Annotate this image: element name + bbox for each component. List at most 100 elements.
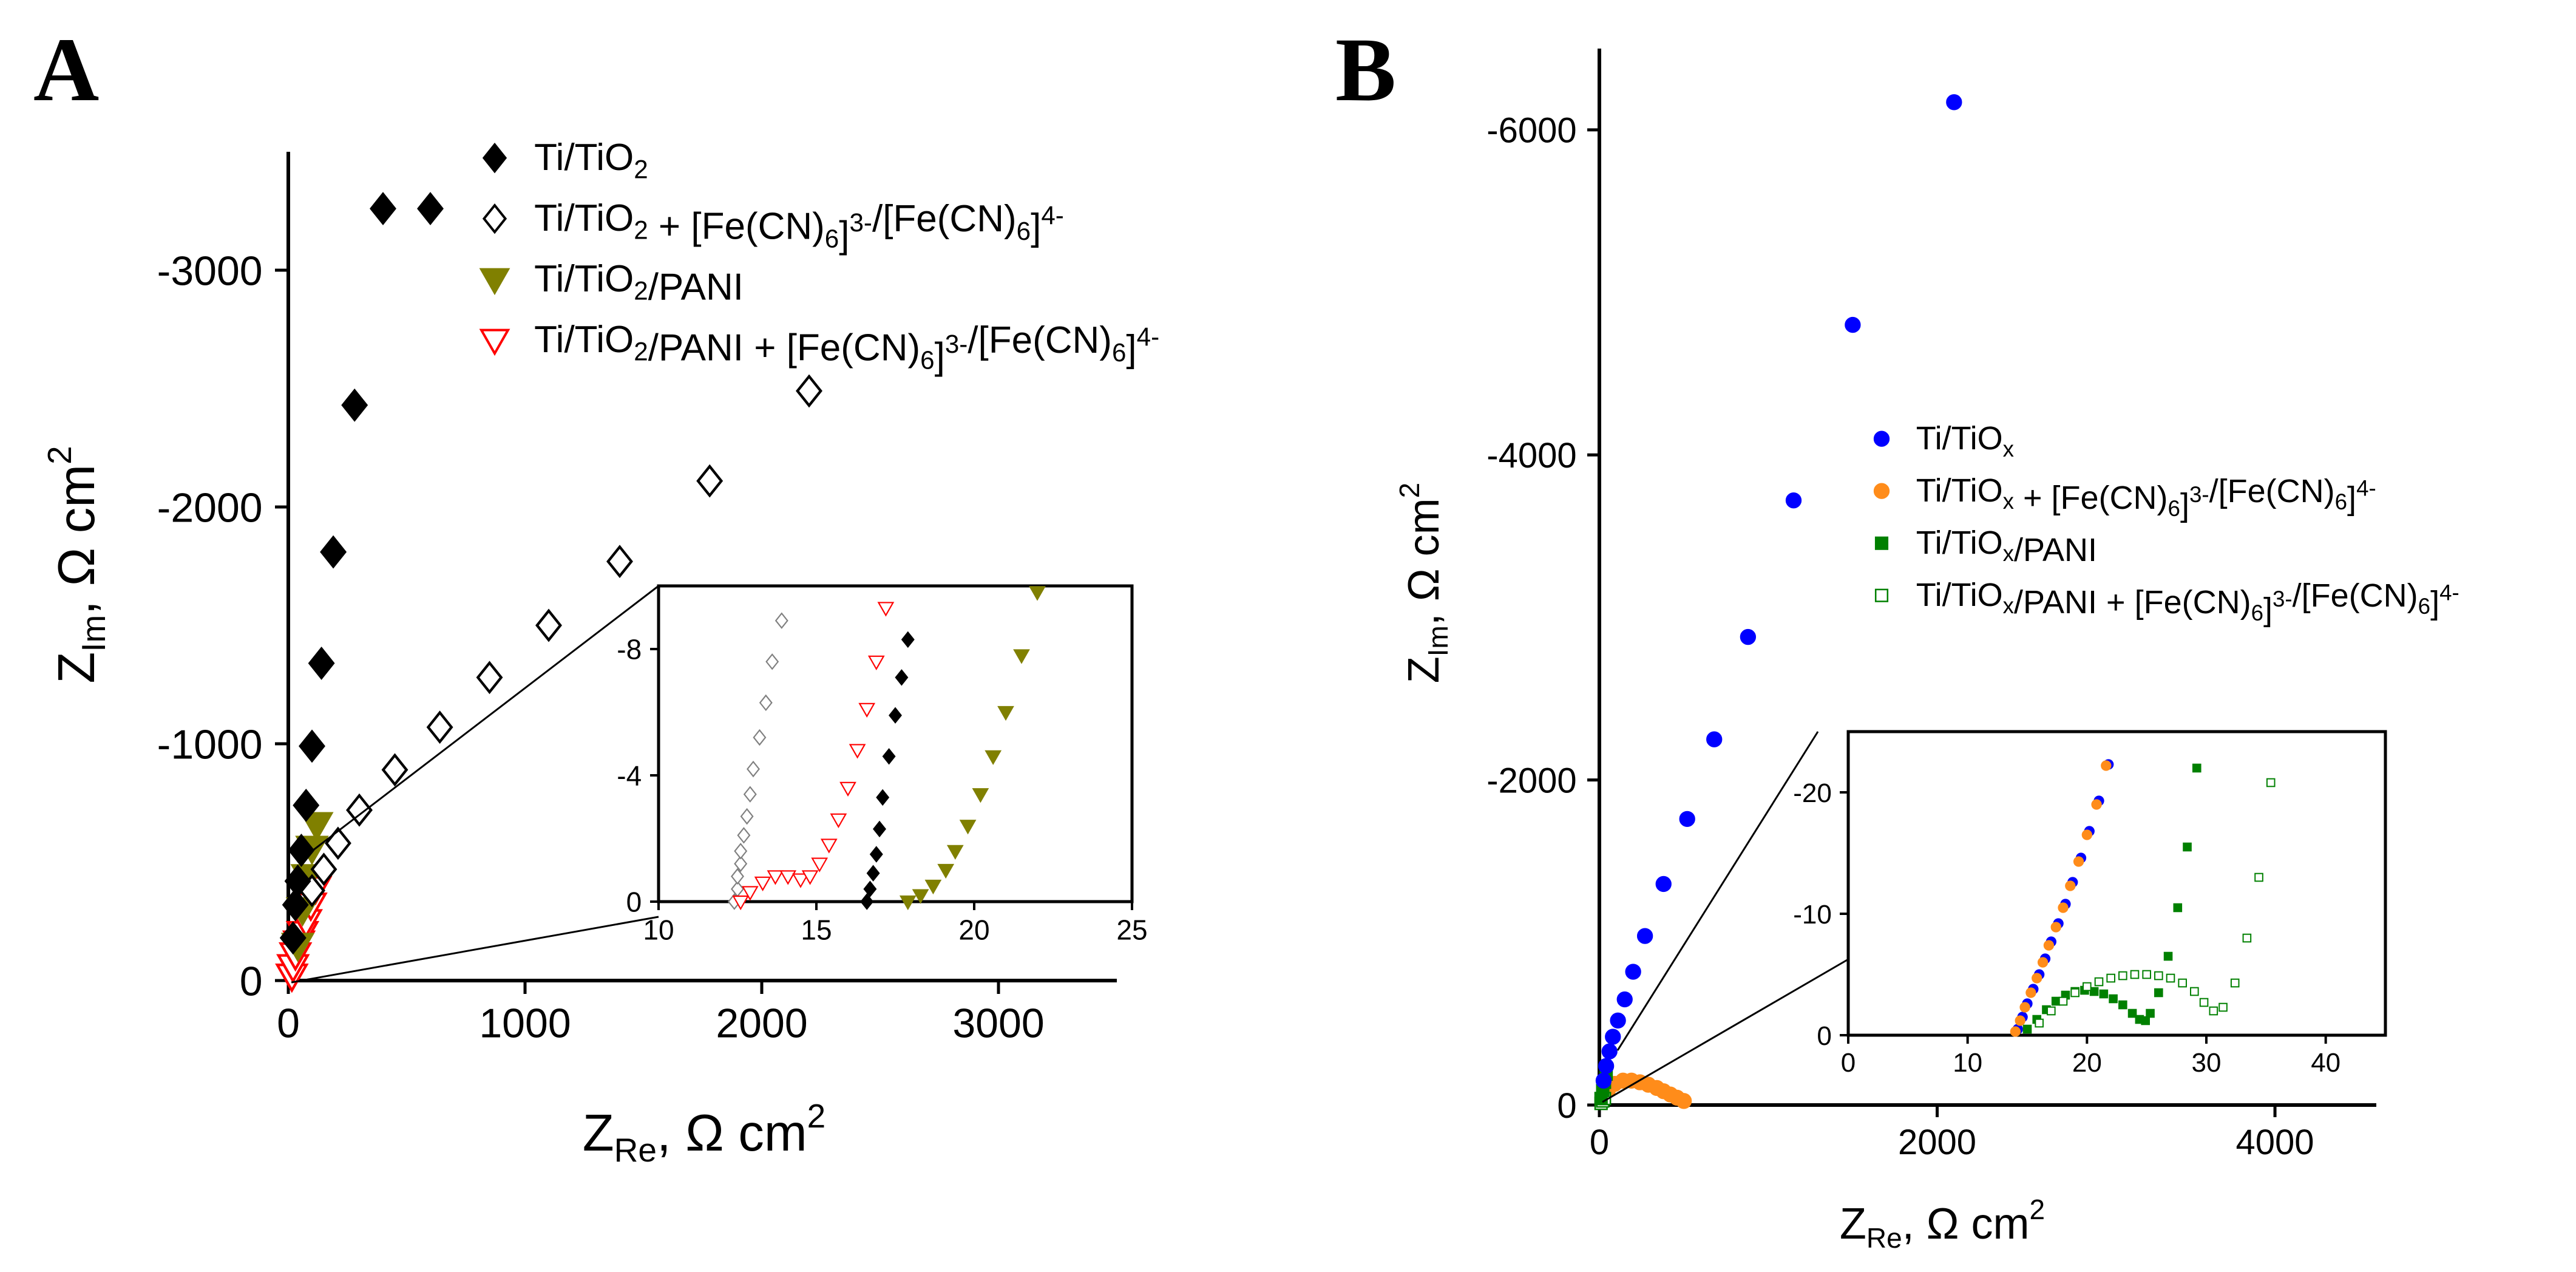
panel-a-inset-point bbox=[767, 870, 784, 885]
panel-a-legend-label: Ti/TiO2 bbox=[534, 137, 648, 184]
panel-b-inset-point bbox=[2089, 987, 2099, 996]
panel-b-inset-point bbox=[2081, 829, 2092, 840]
panel-a-series-ti-tio2 bbox=[279, 192, 444, 955]
panel-b-inset-x-tick-label: 30 bbox=[2192, 1048, 2222, 1078]
panel-b-zoom-line-upper bbox=[1616, 731, 1819, 1051]
panel-b-inset-point bbox=[2050, 922, 2061, 933]
panel-a-inset-point bbox=[1013, 649, 1030, 664]
panel-a-inset-point bbox=[743, 786, 757, 803]
panel-a-x-tick-label: 0 bbox=[277, 1000, 300, 1046]
panel-a-inset-y-tick-label: 0 bbox=[626, 886, 642, 918]
panel-a-inset-point bbox=[830, 813, 847, 828]
panel-a-point bbox=[346, 793, 373, 827]
panel-b-inset-point bbox=[2109, 994, 2118, 1004]
panel-b-inset-point bbox=[2254, 872, 2263, 882]
panel-b-inset-ticks: 0 10 20 30 40 0 -10 -20 bbox=[1793, 778, 2340, 1078]
panel-a-point bbox=[320, 535, 347, 569]
panel-b-legend-label: Ti/TiOx/PANI + [Fe(CN)6]3-/[Fe(CN)6]4- bbox=[1916, 577, 2459, 628]
panel-a-inset-point bbox=[863, 880, 877, 897]
panel-b-inset-point bbox=[2094, 977, 2104, 987]
panel-a-y-ticks: 0 -1000 -2000 -3000 bbox=[157, 248, 288, 1004]
panel-a-y-axis-title: ZIm, Ω cm2 bbox=[41, 446, 112, 683]
panel-a-inset-point bbox=[889, 707, 902, 724]
panel-b-inset-point bbox=[2019, 1002, 2030, 1013]
panel-a-inset-point bbox=[895, 669, 909, 686]
panel-a-legend-marker bbox=[479, 328, 510, 356]
panel-a-inset-x-tick-label: 15 bbox=[801, 914, 832, 945]
panel-b-point bbox=[1601, 1043, 1618, 1059]
panel-b-y-axis-title: ZIm, Ω cm2 bbox=[1394, 483, 1454, 684]
panel-b-zoom-line-lower bbox=[1602, 958, 1849, 1103]
panel-b-inset-x-tick-label: 20 bbox=[2072, 1048, 2102, 1078]
panel-b-inset-point bbox=[2266, 778, 2276, 787]
panel-a-legend-label: Ti/TiO2/PANI + [Fe(CN)6]3-/[Fe(CN)6]4- bbox=[534, 319, 1159, 377]
panel-a-inset-point bbox=[869, 846, 883, 863]
panel-b-inset-point bbox=[2146, 1008, 2155, 1018]
panel-a-y-tick-label: -2000 bbox=[157, 485, 263, 531]
panel-a-point bbox=[288, 834, 315, 867]
panel-b-inset-point bbox=[2154, 971, 2163, 981]
panel-b-series-ti-tiox bbox=[1595, 94, 1962, 1089]
panel-b-point bbox=[1598, 1058, 1615, 1074]
panel-a-point bbox=[324, 826, 351, 860]
panel-b-inset-point bbox=[2230, 978, 2240, 988]
panel-a-inset-point bbox=[867, 655, 885, 670]
panel-b-point bbox=[1610, 1012, 1626, 1029]
panel-b-inset-point bbox=[2199, 998, 2209, 1007]
panel-b-legend-label: Ti/TiOx + [Fe(CN)6]3-/[Fe(CN)6]4- bbox=[1916, 472, 2376, 523]
panel-b-inset-series-ti-tiox-pani-fe-cn-6-3-fe-cn-6-4 bbox=[2035, 778, 2276, 1028]
panel-a-inset-x-tick-label: 20 bbox=[958, 914, 989, 945]
panel-b-inset-point bbox=[2058, 902, 2069, 913]
panel-b-x-tick-label: 2000 bbox=[1898, 1123, 1976, 1162]
panel-b-inset-point bbox=[2043, 940, 2055, 951]
panel-a-inset-point bbox=[858, 702, 876, 718]
panel-a-inset-point bbox=[737, 827, 751, 844]
panel-b-inset-point bbox=[2010, 1026, 2021, 1037]
panel-a-point bbox=[341, 388, 368, 422]
panel-b-legend-marker bbox=[1874, 536, 1889, 550]
panel-a-inset-point bbox=[741, 886, 759, 901]
panel-a-inset-ticks: 10 15 20 25 0 -4 -8 bbox=[617, 634, 1147, 946]
panel-b-inset-y-tick-label: -10 bbox=[1793, 900, 1832, 930]
panel-b-legend-marker bbox=[1873, 483, 1890, 499]
panel-a-point bbox=[300, 812, 334, 842]
panel-a-legend-label: Ti/TiO2 + [Fe(CN)6]3-/[Fe(CN)6]4- bbox=[534, 197, 1064, 256]
panel-a-point bbox=[284, 864, 311, 898]
panel-a-inset-point bbox=[765, 653, 779, 670]
panel-a-point bbox=[381, 753, 408, 787]
panel-b-inset-y-tick-label: -20 bbox=[1793, 778, 1832, 808]
panel-b-inset: 0 10 20 30 40 0 -10 -20 bbox=[1793, 730, 2387, 1078]
panel-b-inset-point bbox=[2015, 1015, 2025, 1026]
panel-a-point bbox=[535, 608, 562, 642]
panel-a-inset-point bbox=[985, 750, 1002, 765]
panel-b-y-tick-label: 0 bbox=[1557, 1086, 1576, 1126]
panel-b-label: B bbox=[1335, 19, 1396, 120]
panel-a-inset-point bbox=[774, 612, 788, 629]
panel-a-inset-point bbox=[912, 889, 929, 904]
panel-b-inset-point bbox=[2178, 978, 2187, 988]
panel-b-point bbox=[1636, 928, 1653, 944]
panel-b-inset-point bbox=[2142, 970, 2151, 979]
panel-a-y-tick-label: -3000 bbox=[157, 248, 263, 294]
panel-b-inset-x-tick-label: 40 bbox=[2311, 1048, 2340, 1078]
panel-b-point bbox=[1655, 876, 1672, 893]
panel-b-inset-point bbox=[2163, 951, 2173, 961]
panel-b-inset-point bbox=[2106, 973, 2115, 983]
panel-b-inset-point bbox=[2099, 989, 2109, 999]
panel-b-inset-point bbox=[2141, 1016, 2150, 1025]
panel-a-inset-point bbox=[1029, 586, 1046, 601]
panel-a-inset-x-tick-label: 25 bbox=[1116, 914, 1147, 945]
panel-a-inset-point bbox=[873, 820, 886, 838]
panel-a-inset-point bbox=[801, 870, 819, 885]
panel-b-inset-point bbox=[2070, 988, 2079, 998]
panel-b-point bbox=[1605, 1029, 1621, 1045]
panel-b-point bbox=[1706, 731, 1723, 747]
panel-b-point bbox=[1625, 964, 1641, 980]
panel-a-x-tick-label: 1000 bbox=[479, 1000, 571, 1046]
panel-b-inset-point bbox=[2127, 1008, 2137, 1018]
panel-a-inset-y-tick-label: -4 bbox=[617, 760, 642, 792]
panel-b-inset-point bbox=[2101, 760, 2112, 771]
panel-b-legend: Ti/TiOx Ti/TiOx + [Fe(CN)6]3-/[Fe(CN)6]4-… bbox=[1873, 420, 2459, 628]
panel-b-inset-point bbox=[2218, 1002, 2228, 1012]
panel-a-zoom-line-upper bbox=[297, 585, 659, 863]
